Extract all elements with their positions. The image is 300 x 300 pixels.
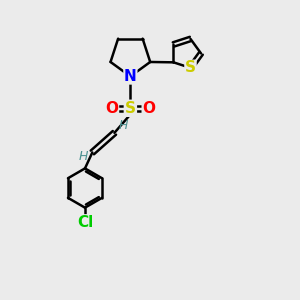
Text: O: O — [106, 101, 118, 116]
Text: N: N — [124, 69, 137, 84]
Text: Cl: Cl — [77, 215, 93, 230]
Text: H: H — [118, 119, 128, 132]
Text: H: H — [78, 150, 88, 163]
Text: S: S — [185, 60, 196, 75]
Text: S: S — [125, 101, 136, 116]
Text: O: O — [142, 101, 155, 116]
